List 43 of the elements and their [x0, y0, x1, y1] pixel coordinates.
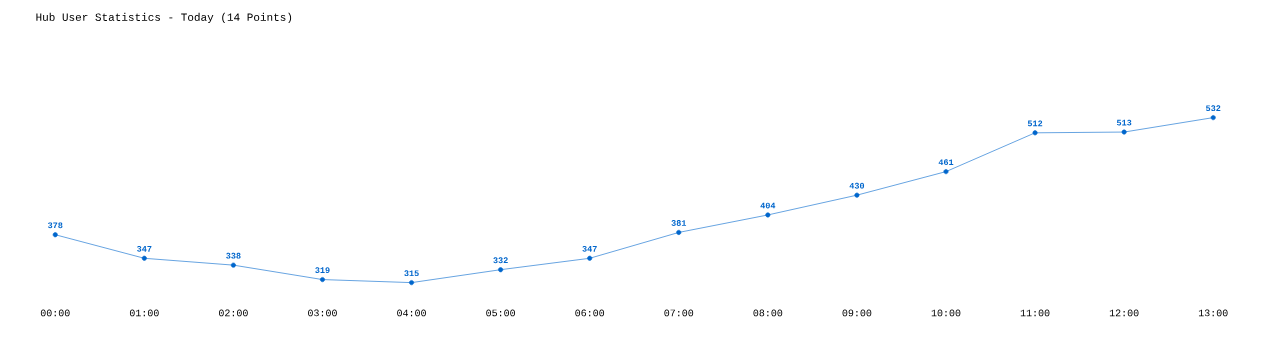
x-tick-label: 03:00: [308, 309, 337, 317]
point: [230, 262, 236, 268]
data-label: 338: [226, 252, 241, 259]
data-label: 347: [137, 245, 152, 252]
chart-title: Hub User Statistics - Today (14 Points): [36, 12, 292, 24]
point: [587, 255, 593, 261]
point: [1121, 129, 1127, 135]
point: [498, 267, 504, 273]
x-tick-label: 07:00: [664, 309, 694, 317]
data-label: 513: [1116, 119, 1132, 126]
point: [943, 169, 949, 175]
x-tick-label: 08:00: [753, 309, 783, 317]
x-tick-label: 10:00: [931, 309, 961, 317]
data-label: 404: [760, 202, 776, 209]
point: [676, 229, 682, 235]
data-label: 532: [1206, 105, 1221, 112]
data-label: 381: [671, 220, 687, 226]
x-tick-label: 11:00: [1020, 309, 1050, 317]
x-tick-label: 13:00: [1198, 309, 1228, 317]
point: [854, 192, 860, 198]
point: [319, 277, 325, 283]
point: [141, 255, 147, 261]
x-tick-label: 06:00: [575, 309, 605, 317]
x-tick-label: 00:00: [40, 309, 70, 317]
point: [765, 212, 771, 218]
point: [409, 280, 415, 286]
x-tick-label: 01:00: [129, 309, 159, 317]
point: [1032, 130, 1038, 136]
data-label: 315: [404, 270, 419, 277]
data-label: 347: [582, 245, 597, 252]
data-label: 319: [315, 267, 330, 274]
data-label: 332: [493, 257, 508, 264]
point: [52, 232, 58, 238]
x-tick-label: 09:00: [842, 309, 872, 317]
data-label: 430: [849, 182, 865, 189]
x-tick-label: 12:00: [1109, 309, 1139, 317]
data-label: 461: [938, 159, 954, 166]
x-tick-label: 02:00: [219, 309, 248, 317]
data-label: 378: [47, 222, 63, 229]
point: [1210, 115, 1216, 121]
data-label: 512: [1027, 120, 1043, 127]
x-tick-label: 05:00: [486, 309, 516, 317]
x-tick-label: 04:00: [397, 309, 426, 317]
